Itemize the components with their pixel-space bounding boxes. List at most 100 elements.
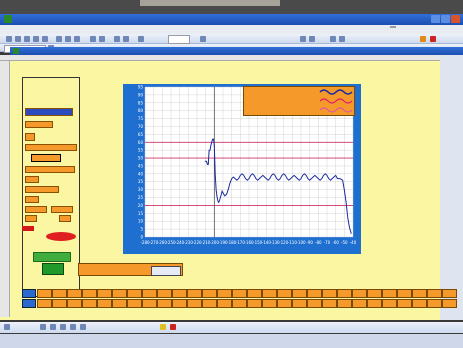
small-field-a[interactable] xyxy=(25,215,37,222)
table-cell[interactable] xyxy=(382,299,397,308)
table-cell[interactable] xyxy=(247,289,262,298)
table-cell[interactable] xyxy=(127,299,142,308)
sum-icon[interactable] xyxy=(114,36,120,42)
table-cell[interactable] xyxy=(202,299,217,308)
undo-icon[interactable] xyxy=(90,36,96,42)
print-icon[interactable] xyxy=(33,36,39,42)
table-cell[interactable] xyxy=(67,299,82,308)
table-cell[interactable] xyxy=(427,299,442,308)
table-cell[interactable] xyxy=(37,299,52,308)
arrow-icon[interactable] xyxy=(40,324,46,330)
field-3[interactable] xyxy=(25,166,75,173)
table-cell[interactable] xyxy=(232,299,247,308)
table-cell[interactable] xyxy=(397,289,412,298)
table-cell[interactable] xyxy=(337,289,352,298)
zoom-select[interactable] xyxy=(168,35,190,44)
table-cell[interactable] xyxy=(442,289,457,298)
draw-icon[interactable] xyxy=(4,324,10,330)
table-cell[interactable] xyxy=(97,299,112,308)
small-field-b[interactable] xyxy=(59,215,71,222)
table-cell[interactable] xyxy=(232,289,247,298)
table-cell[interactable] xyxy=(172,289,187,298)
italic-icon[interactable] xyxy=(309,36,315,42)
table-cell[interactable] xyxy=(292,299,307,308)
table-cell[interactable] xyxy=(262,299,277,308)
table-cell[interactable] xyxy=(277,299,292,308)
table-cell[interactable] xyxy=(142,299,157,308)
table-cell[interactable] xyxy=(67,289,82,298)
textbox-icon[interactable] xyxy=(80,324,86,330)
table-cell[interactable] xyxy=(52,299,67,308)
table-cell[interactable] xyxy=(112,289,127,298)
font-color-icon[interactable] xyxy=(430,36,436,42)
table-cell[interactable] xyxy=(262,289,277,298)
table-cell[interactable] xyxy=(187,299,202,308)
sort-icon[interactable] xyxy=(123,36,129,42)
start-button[interactable] xyxy=(33,252,71,262)
line-icon[interactable] xyxy=(50,324,56,330)
paste-icon[interactable] xyxy=(74,36,80,42)
new-icon[interactable] xyxy=(6,36,12,42)
table-cell[interactable] xyxy=(202,289,217,298)
table-cell[interactable] xyxy=(367,289,382,298)
table-cell[interactable] xyxy=(112,299,127,308)
open-icon[interactable] xyxy=(15,36,21,42)
save-icon[interactable] xyxy=(24,36,30,42)
field-6[interactable] xyxy=(25,196,39,203)
fill-color-icon[interactable] xyxy=(420,36,426,42)
table-cell[interactable] xyxy=(412,299,427,308)
field-2[interactable] xyxy=(25,144,77,151)
table-cell[interactable] xyxy=(322,299,337,308)
table-cell[interactable] xyxy=(142,289,157,298)
table-cell[interactable] xyxy=(382,289,397,298)
fill-icon[interactable] xyxy=(160,324,166,330)
table-cell[interactable] xyxy=(412,289,427,298)
table-cell[interactable] xyxy=(277,289,292,298)
table-cell[interactable] xyxy=(307,299,322,308)
small-swatch[interactable] xyxy=(25,133,35,141)
copy-icon[interactable] xyxy=(65,36,71,42)
cut-icon[interactable] xyxy=(56,36,62,42)
table-cell[interactable] xyxy=(322,289,337,298)
table-cell[interactable] xyxy=(217,299,232,308)
close-button[interactable] xyxy=(451,15,460,23)
table-cell[interactable] xyxy=(172,299,187,308)
align-left-icon[interactable] xyxy=(330,36,336,42)
redo-icon[interactable] xyxy=(99,36,105,42)
table-cell[interactable] xyxy=(187,289,202,298)
oval-icon[interactable] xyxy=(70,324,76,330)
table-cell[interactable] xyxy=(367,299,382,308)
table-cell[interactable] xyxy=(52,289,67,298)
minimize-button[interactable] xyxy=(431,15,440,23)
cell-info-input[interactable] xyxy=(151,266,181,276)
row-headers[interactable] xyxy=(0,61,10,317)
column-headers[interactable] xyxy=(0,55,463,61)
value-box[interactable] xyxy=(31,154,61,162)
maximize-button[interactable] xyxy=(441,15,450,23)
field-7[interactable] xyxy=(25,206,47,213)
field-5[interactable] xyxy=(25,186,59,193)
table-cell[interactable] xyxy=(337,299,352,308)
table-cell[interactable] xyxy=(427,289,442,298)
preview-icon[interactable] xyxy=(42,36,48,42)
field-8[interactable] xyxy=(51,206,73,213)
field-4[interactable] xyxy=(25,176,39,183)
table-cell[interactable] xyxy=(397,299,412,308)
run-block[interactable] xyxy=(42,263,64,275)
field-1[interactable] xyxy=(25,121,53,128)
table-cell[interactable] xyxy=(37,289,52,298)
align-center-icon[interactable] xyxy=(339,36,345,42)
table-cell[interactable] xyxy=(307,289,322,298)
table-cell[interactable] xyxy=(157,289,172,298)
help-search-box[interactable] xyxy=(390,26,396,28)
rectangle-icon[interactable] xyxy=(60,324,66,330)
font-color-draw-icon[interactable] xyxy=(170,324,176,330)
table-cell[interactable] xyxy=(127,289,142,298)
table-cell[interactable] xyxy=(292,289,307,298)
table-cell[interactable] xyxy=(217,289,232,298)
table-cell[interactable] xyxy=(352,299,367,308)
stop-indicator[interactable] xyxy=(46,232,76,241)
chart-icon[interactable] xyxy=(138,36,144,42)
table-cell[interactable] xyxy=(82,289,97,298)
table-cell[interactable] xyxy=(247,299,262,308)
